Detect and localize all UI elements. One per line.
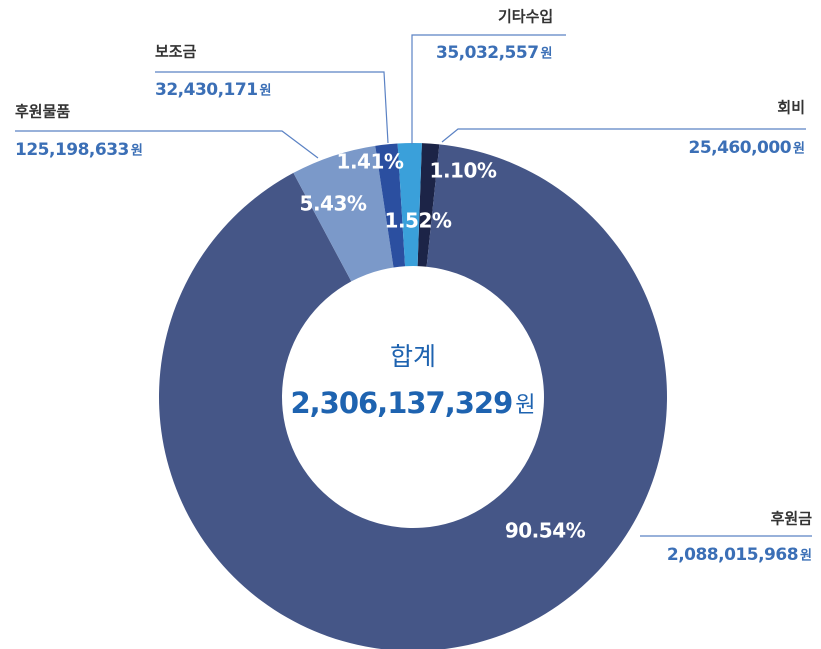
total-unit: 원 — [515, 393, 535, 418]
unit-label: 원 — [541, 47, 553, 62]
category-name: 후원물품 — [15, 103, 70, 121]
slice — [417, 143, 440, 267]
slice — [375, 143, 406, 268]
total-title: 합계 — [390, 342, 436, 371]
unit-label: 원 — [260, 84, 272, 99]
percent-label: 5.43% — [300, 192, 367, 216]
percent-label: 90.54% — [505, 519, 586, 543]
category-name: 보조금 — [155, 43, 197, 61]
leader-line — [441, 128, 806, 143]
percent-label: 1.41% — [337, 150, 404, 174]
slice — [159, 144, 667, 649]
amount-label: 25,460,000 — [688, 138, 791, 158]
category-name: 기타수입 — [498, 8, 553, 26]
unit-label: 원 — [800, 549, 812, 564]
percent-label: 1.10% — [430, 159, 497, 183]
category-name: 회비 — [777, 99, 805, 117]
leader-line — [411, 34, 566, 144]
slice — [397, 143, 422, 267]
amount-label: 125,198,633 — [15, 140, 129, 160]
unit-label: 원 — [793, 142, 805, 157]
percent-label: 1.52% — [385, 209, 452, 233]
total-value: 2,306,137,329 — [290, 386, 512, 420]
amount-label: 32,430,171 — [155, 80, 258, 100]
leader-line — [155, 71, 389, 144]
category-name: 후원금 — [771, 510, 813, 528]
leader-line — [15, 130, 319, 159]
amount-label: 2,088,015,968 — [667, 545, 798, 565]
amount-label: 35,032,557 — [436, 43, 539, 63]
unit-label: 원 — [131, 144, 143, 159]
slice — [293, 145, 394, 282]
